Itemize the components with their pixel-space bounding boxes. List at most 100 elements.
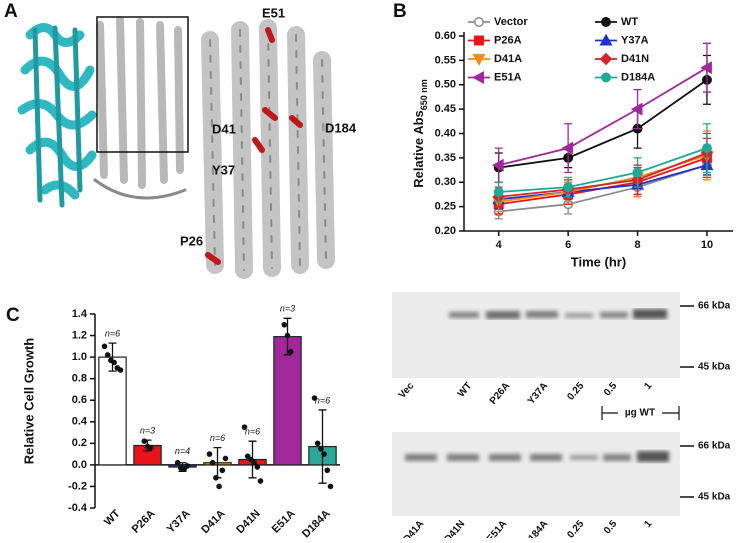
data-point (206, 451, 213, 457)
point (561, 141, 574, 155)
data-point (257, 478, 264, 484)
structure (17, 16, 335, 279)
n-label: n=4 (175, 446, 190, 456)
data-point (222, 455, 229, 462)
residue-label: Y37 (212, 162, 235, 177)
x-tick-label: D41N (234, 508, 262, 536)
data-point (219, 467, 226, 474)
panel-label: B (393, 1, 407, 22)
legend-label: WT (621, 16, 638, 28)
y-axis-label-sub: 650 nm (419, 79, 429, 110)
y-tick-label: 0.45 (435, 103, 456, 115)
legend-symbol (472, 71, 484, 84)
legend-symbol (601, 17, 611, 27)
y-tick-label: 0.6 (72, 394, 87, 406)
data-point (254, 464, 261, 470)
series-line (498, 147, 708, 193)
y-tick-label: 1.0 (72, 351, 87, 363)
n-label: n=3 (140, 425, 155, 435)
point (491, 158, 504, 172)
y-tick-label: 0.35 (435, 152, 456, 164)
x-tick-label: 8 (634, 239, 640, 251)
point (632, 167, 643, 178)
bar (98, 356, 127, 466)
lane-label: WT (456, 381, 474, 400)
y-tick-label: 0.25 (435, 201, 456, 213)
y-tick-label: 0.8 (72, 373, 87, 385)
x-tick-label: E51A (270, 508, 298, 536)
lane-label: D184A (522, 519, 550, 538)
series (491, 42, 712, 183)
legend-symbol (472, 54, 486, 66)
data-point (184, 463, 191, 469)
legend-label: D41A (494, 53, 522, 65)
data-point (287, 348, 294, 355)
bracket-label: µg WT (625, 408, 655, 419)
data-point (241, 424, 248, 430)
y-tick-label: -0.4 (68, 502, 88, 514)
residue-label: P26 (180, 233, 203, 248)
residue-label: E51 (262, 5, 285, 20)
n-label: n=6 (210, 433, 225, 443)
size-marker: 66 kDa (698, 441, 731, 452)
x-tick-label: P26A (130, 508, 158, 536)
y-tick-label: 0.0 (72, 459, 87, 471)
legend-label: Y37A (621, 34, 649, 46)
data-point (321, 451, 327, 457)
series-line (498, 79, 708, 169)
size-marker: 45 kDa (698, 492, 731, 503)
x-tick-label: WT (102, 507, 123, 528)
data-point (101, 343, 108, 350)
lane-label: 0.5 (602, 518, 620, 536)
data-point (216, 483, 222, 490)
point (700, 61, 712, 75)
x-tick-label: 10 (701, 239, 713, 251)
size-marker: 45 kDa (698, 362, 731, 373)
data-point (174, 459, 181, 466)
legend-label: P26A (494, 34, 522, 46)
y-tick-label: 1.2 (72, 329, 87, 341)
data-point (327, 483, 334, 490)
lane-label: 1 (642, 518, 654, 530)
data-point (104, 352, 111, 358)
y-tick-label: 0.20 (435, 225, 456, 237)
lane-label: Vec (397, 380, 417, 401)
lane-label: Y37A (526, 381, 551, 407)
legend-symbol (474, 35, 484, 46)
error-bar (108, 342, 117, 372)
y-axis-label: Relative Abs650 nm (411, 79, 429, 188)
data-point (324, 467, 331, 474)
data-point (147, 444, 154, 451)
legend-symbol (474, 17, 484, 27)
data-point (213, 475, 219, 481)
lane-label: D41N (442, 519, 467, 538)
blot (392, 292, 694, 516)
y-tick-label: 0.60 (435, 30, 456, 42)
bar (273, 336, 302, 466)
panel-label: C (6, 305, 20, 326)
n-label: n=6 (315, 395, 330, 405)
y-tick-label: 0.50 (435, 79, 456, 91)
y-tick-label: 1.4 (72, 308, 88, 320)
data-point (251, 459, 257, 466)
n-label: n=6 (245, 427, 260, 437)
series-line (498, 164, 708, 201)
data-point (281, 321, 288, 328)
n-label: n=3 (280, 304, 295, 314)
data-point (141, 438, 148, 444)
lane-label: D41A (401, 519, 426, 538)
lane-label: 0.5 (602, 380, 620, 398)
residue-label: D41 (212, 121, 236, 136)
y-axis-label-main: Relative Abs (411, 110, 426, 188)
size-marker: 66 kDa (698, 301, 731, 312)
y-axis-label: Relative Cell Growth (21, 338, 36, 464)
series (493, 123, 712, 203)
lane-label: E51A (485, 519, 510, 538)
data-point (314, 440, 321, 447)
x-tick-label: 4 (496, 239, 503, 251)
series-line (498, 66, 708, 167)
data-point (311, 395, 318, 401)
point (630, 102, 643, 116)
data-point (318, 445, 324, 452)
panel-label: A (4, 1, 18, 22)
